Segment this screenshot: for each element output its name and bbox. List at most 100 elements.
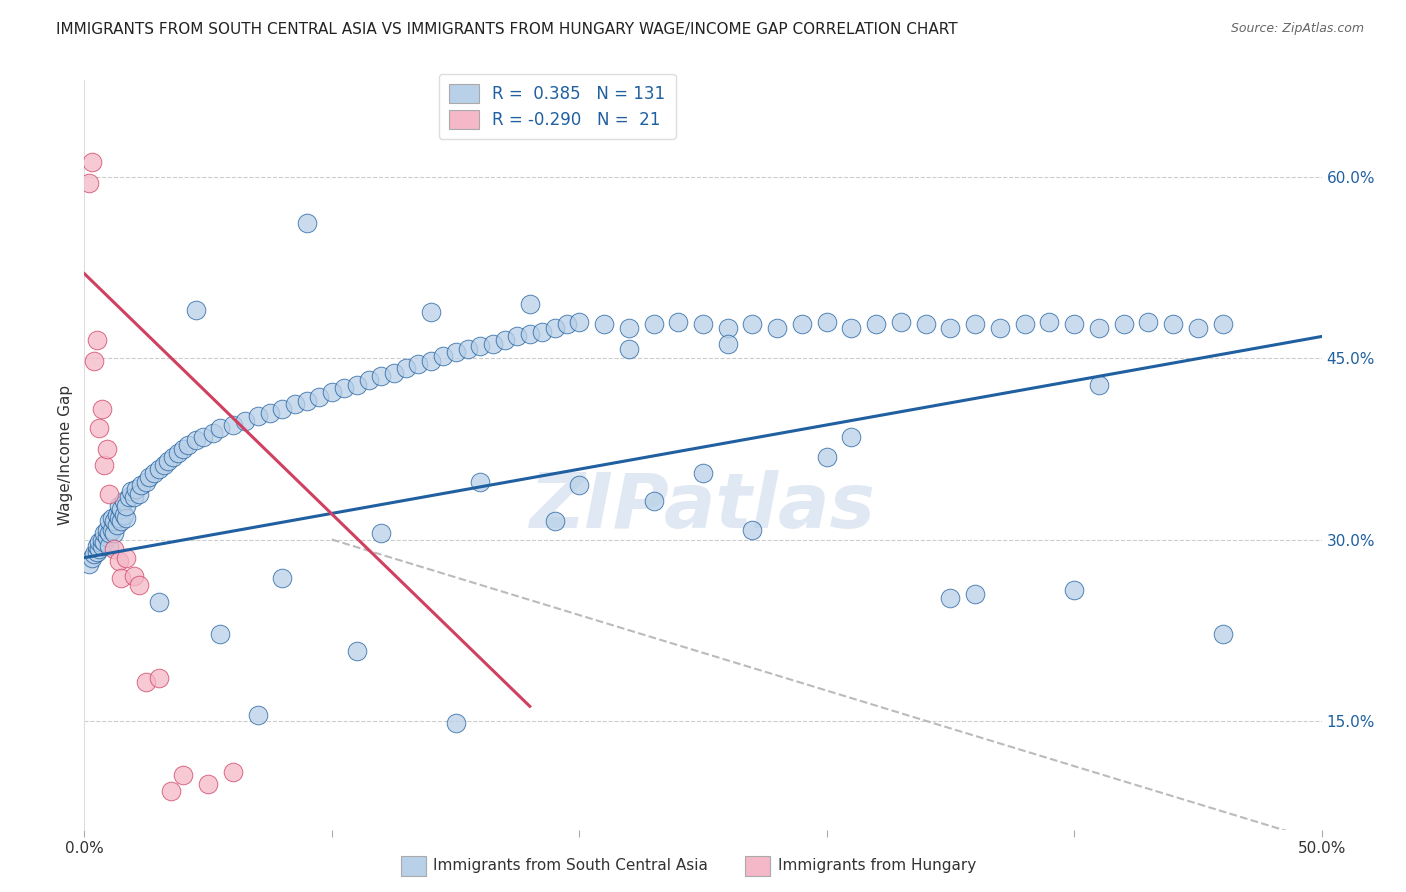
Point [172, 768, 194, 782]
Point [93, 535, 115, 549]
Point [568, 315, 591, 329]
Point [80, 155, 103, 169]
Point [271, 402, 294, 417]
Point [1112, 318, 1135, 332]
Point [148, 672, 170, 686]
Point [96, 530, 118, 544]
Point [741, 523, 763, 537]
Point [717, 336, 740, 351]
Point [914, 318, 936, 332]
Point [86, 539, 108, 553]
Point [643, 493, 665, 508]
Point [841, 321, 863, 335]
Point [1212, 318, 1234, 332]
Point [1137, 315, 1160, 329]
Point [83, 353, 105, 368]
Text: Source: ZipAtlas.com: Source: ZipAtlas.com [1230, 22, 1364, 36]
Point [519, 327, 541, 342]
Point [191, 430, 214, 444]
Text: ZIPatlas: ZIPatlas [530, 470, 876, 544]
Point [148, 595, 170, 609]
Point [108, 499, 131, 513]
Point [1212, 627, 1234, 641]
Point [815, 315, 838, 329]
Point [419, 353, 441, 368]
Point [177, 438, 200, 452]
Point [408, 357, 430, 371]
Point [481, 336, 503, 351]
Point [209, 421, 232, 435]
Point [346, 377, 368, 392]
Point [93, 458, 115, 472]
Point [167, 445, 190, 459]
Point [184, 434, 207, 448]
Point [108, 554, 131, 568]
Point [197, 777, 219, 791]
Point [643, 318, 665, 332]
Point [128, 486, 150, 500]
Point [98, 486, 121, 500]
Point [382, 366, 405, 380]
Point [1088, 377, 1111, 392]
Point [692, 318, 714, 332]
Point [1014, 318, 1036, 332]
Point [135, 475, 157, 489]
Point [90, 539, 112, 553]
Point [939, 321, 962, 335]
Point [79, 176, 101, 190]
Point [692, 466, 714, 480]
Point [98, 526, 121, 541]
Point [105, 508, 128, 523]
Point [357, 373, 380, 387]
Point [172, 442, 194, 456]
Point [1187, 321, 1209, 335]
Point [395, 360, 418, 375]
Point [1161, 318, 1184, 332]
Point [717, 321, 740, 335]
Point [128, 578, 150, 592]
Point [222, 764, 245, 779]
Point [1038, 315, 1060, 329]
Point [246, 707, 269, 722]
Point [100, 510, 122, 524]
Y-axis label: Wage/Income Gap: Wage/Income Gap [58, 384, 73, 525]
Point [617, 321, 640, 335]
Point [98, 539, 121, 553]
Point [184, 302, 207, 317]
Point [103, 526, 125, 541]
Point [444, 345, 467, 359]
Point [98, 515, 121, 529]
Point [1088, 321, 1111, 335]
Point [112, 508, 135, 523]
Point [148, 462, 170, 476]
Point [110, 515, 132, 529]
Point [89, 535, 111, 549]
Point [543, 321, 565, 335]
Point [233, 414, 256, 428]
Point [259, 406, 281, 420]
Point [890, 315, 912, 329]
Point [432, 349, 454, 363]
Point [90, 402, 112, 417]
Point [308, 390, 330, 404]
Point [105, 518, 128, 533]
Point [157, 454, 180, 468]
Point [86, 333, 108, 347]
Point [100, 523, 122, 537]
Point [790, 318, 813, 332]
Point [470, 339, 492, 353]
Point [103, 515, 125, 529]
Point [865, 318, 887, 332]
Point [457, 342, 479, 356]
Point [162, 450, 184, 465]
Point [115, 499, 138, 513]
Point [666, 315, 689, 329]
Point [506, 329, 529, 343]
Point [89, 542, 111, 557]
Point [129, 478, 152, 492]
Point [593, 318, 616, 332]
Point [1063, 583, 1085, 598]
Point [617, 342, 640, 356]
Point [122, 568, 145, 582]
Point [568, 478, 591, 492]
